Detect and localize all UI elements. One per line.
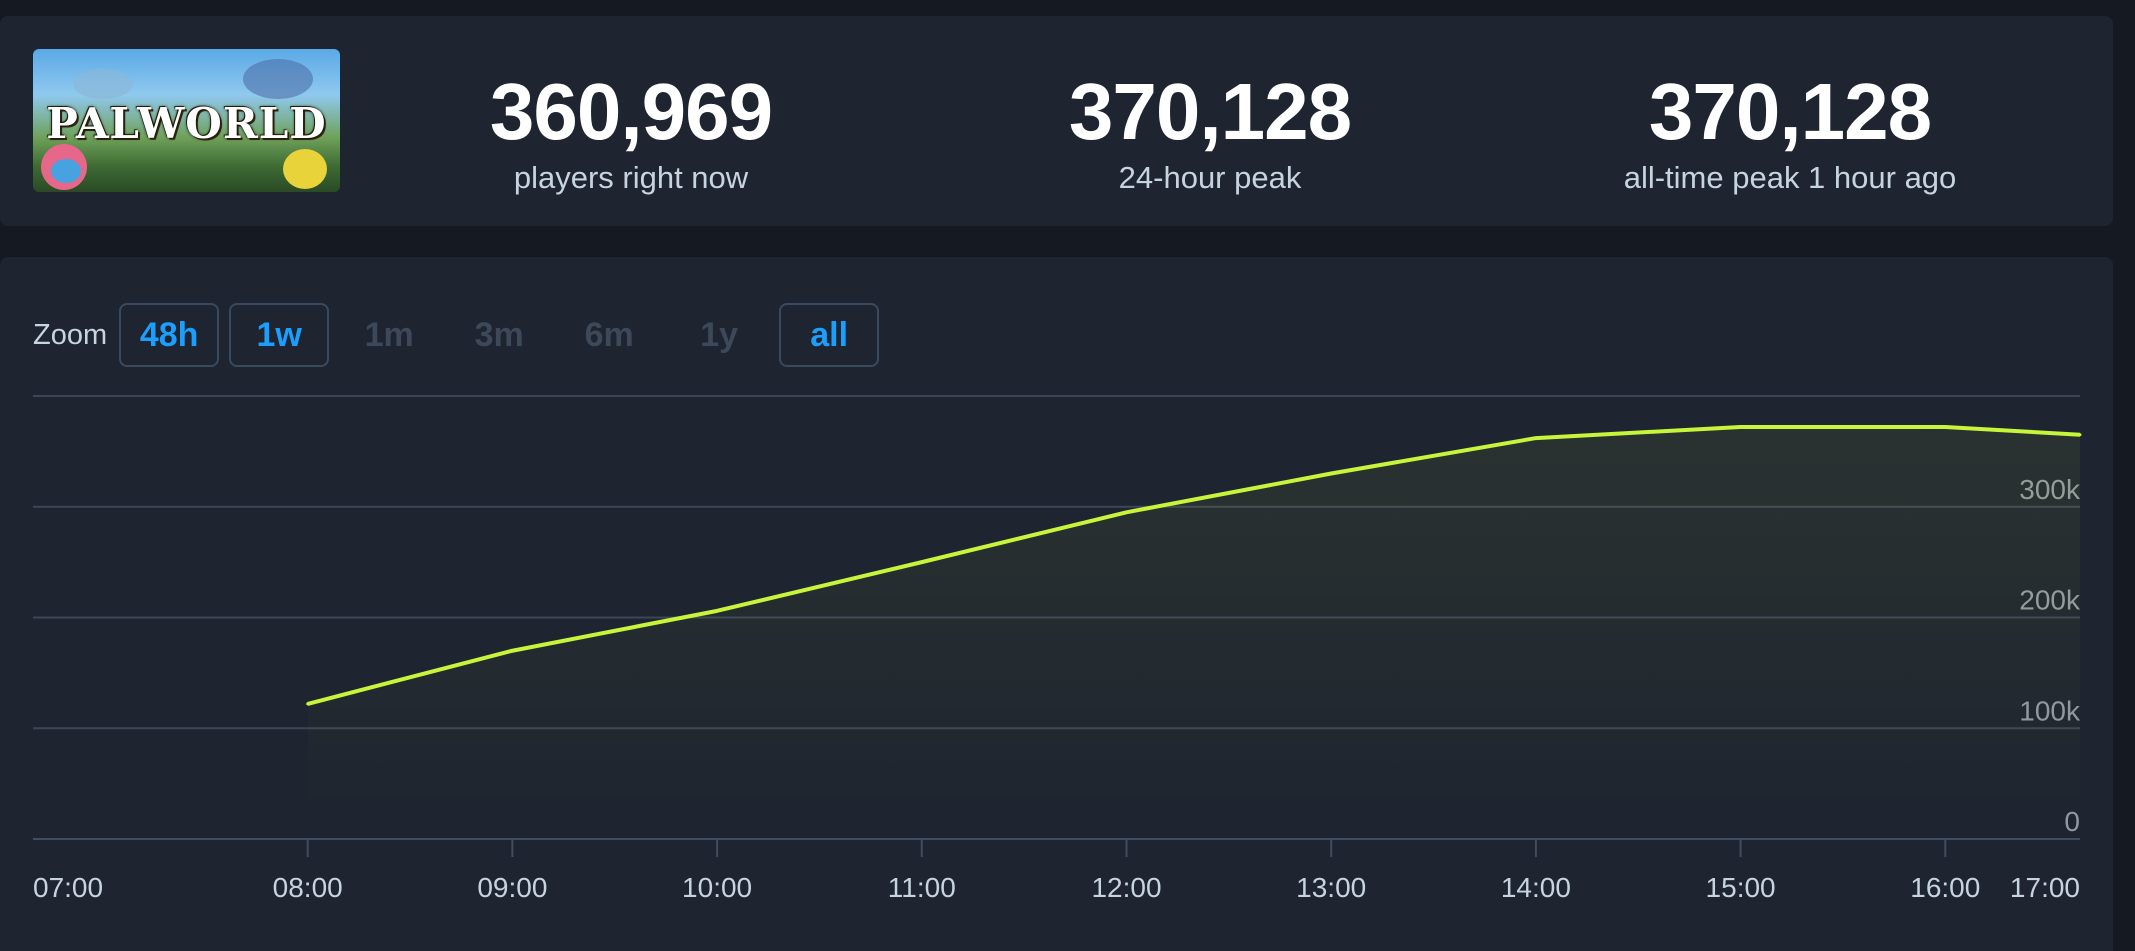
stat-players-now: 360,969 players right now xyxy=(351,68,911,198)
series-line xyxy=(307,425,2081,706)
zoom-controls: Zoom 48h 1w 1m 3m 6m 1y all xyxy=(33,303,889,367)
series-area xyxy=(307,427,2081,839)
x-tick-label: 07:00 xyxy=(33,872,103,903)
data-point xyxy=(306,702,310,706)
x-tick-label: 09:00 xyxy=(477,872,547,903)
data-point xyxy=(1125,510,1128,514)
data-point xyxy=(920,560,924,564)
stat-value: 370,128 xyxy=(1068,67,1352,156)
data-point xyxy=(1739,425,1743,429)
stats-card: PALWORLD 360,969 players right now 370,1… xyxy=(0,16,2113,226)
x-tick-label: 17:00 xyxy=(2010,872,2080,903)
zoom-label: Zoom xyxy=(33,318,108,351)
x-tick-label: 16:00 xyxy=(1910,872,1980,903)
zoom-button-all[interactable]: all xyxy=(779,303,880,367)
stat-label: players right now xyxy=(513,160,749,195)
x-tick-label: 12:00 xyxy=(1091,872,1161,903)
stat-value: 360,969 xyxy=(489,67,773,156)
data-point xyxy=(1329,472,1333,476)
player-count-chart[interactable]: 0100k200k300k07:0008:0009:0010:0011:0012… xyxy=(0,257,2113,951)
game-logo[interactable]: PALWORLD xyxy=(33,49,340,192)
stat-label: 24-hour peak xyxy=(1118,160,1302,195)
x-tick-label: 15:00 xyxy=(1706,872,1776,903)
stat-all-time-peak: 370,128 all-time peak 1 hour ago xyxy=(1510,68,2070,198)
data-point xyxy=(1943,425,1947,429)
x-tick-label: 10:00 xyxy=(682,872,752,903)
data-point xyxy=(1534,436,1538,440)
stat-value: 370,128 xyxy=(1648,67,1932,156)
zoom-button-48h[interactable]: 48h xyxy=(119,303,220,367)
data-point xyxy=(715,609,719,613)
zoom-button-6m: 6m xyxy=(584,315,634,354)
data-point xyxy=(510,649,514,653)
zoom-button-1w[interactable]: 1w xyxy=(229,303,330,367)
data-point xyxy=(2078,433,2082,437)
x-tick-label: 08:00 xyxy=(273,872,343,903)
x-tick-label: 14:00 xyxy=(1501,872,1571,903)
zoom-button-3m: 3m xyxy=(474,315,524,354)
zoom-button-1m: 1m xyxy=(364,315,414,354)
x-tick-label: 13:00 xyxy=(1296,872,1366,903)
game-logo-text: PALWORLD xyxy=(46,99,327,148)
stat-24h-peak: 370,128 24-hour peak xyxy=(930,68,1490,198)
stat-label: all-time peak 1 hour ago xyxy=(1623,160,1957,195)
x-tick-label: 11:00 xyxy=(888,872,956,903)
zoom-button-1y: 1y xyxy=(700,315,739,354)
